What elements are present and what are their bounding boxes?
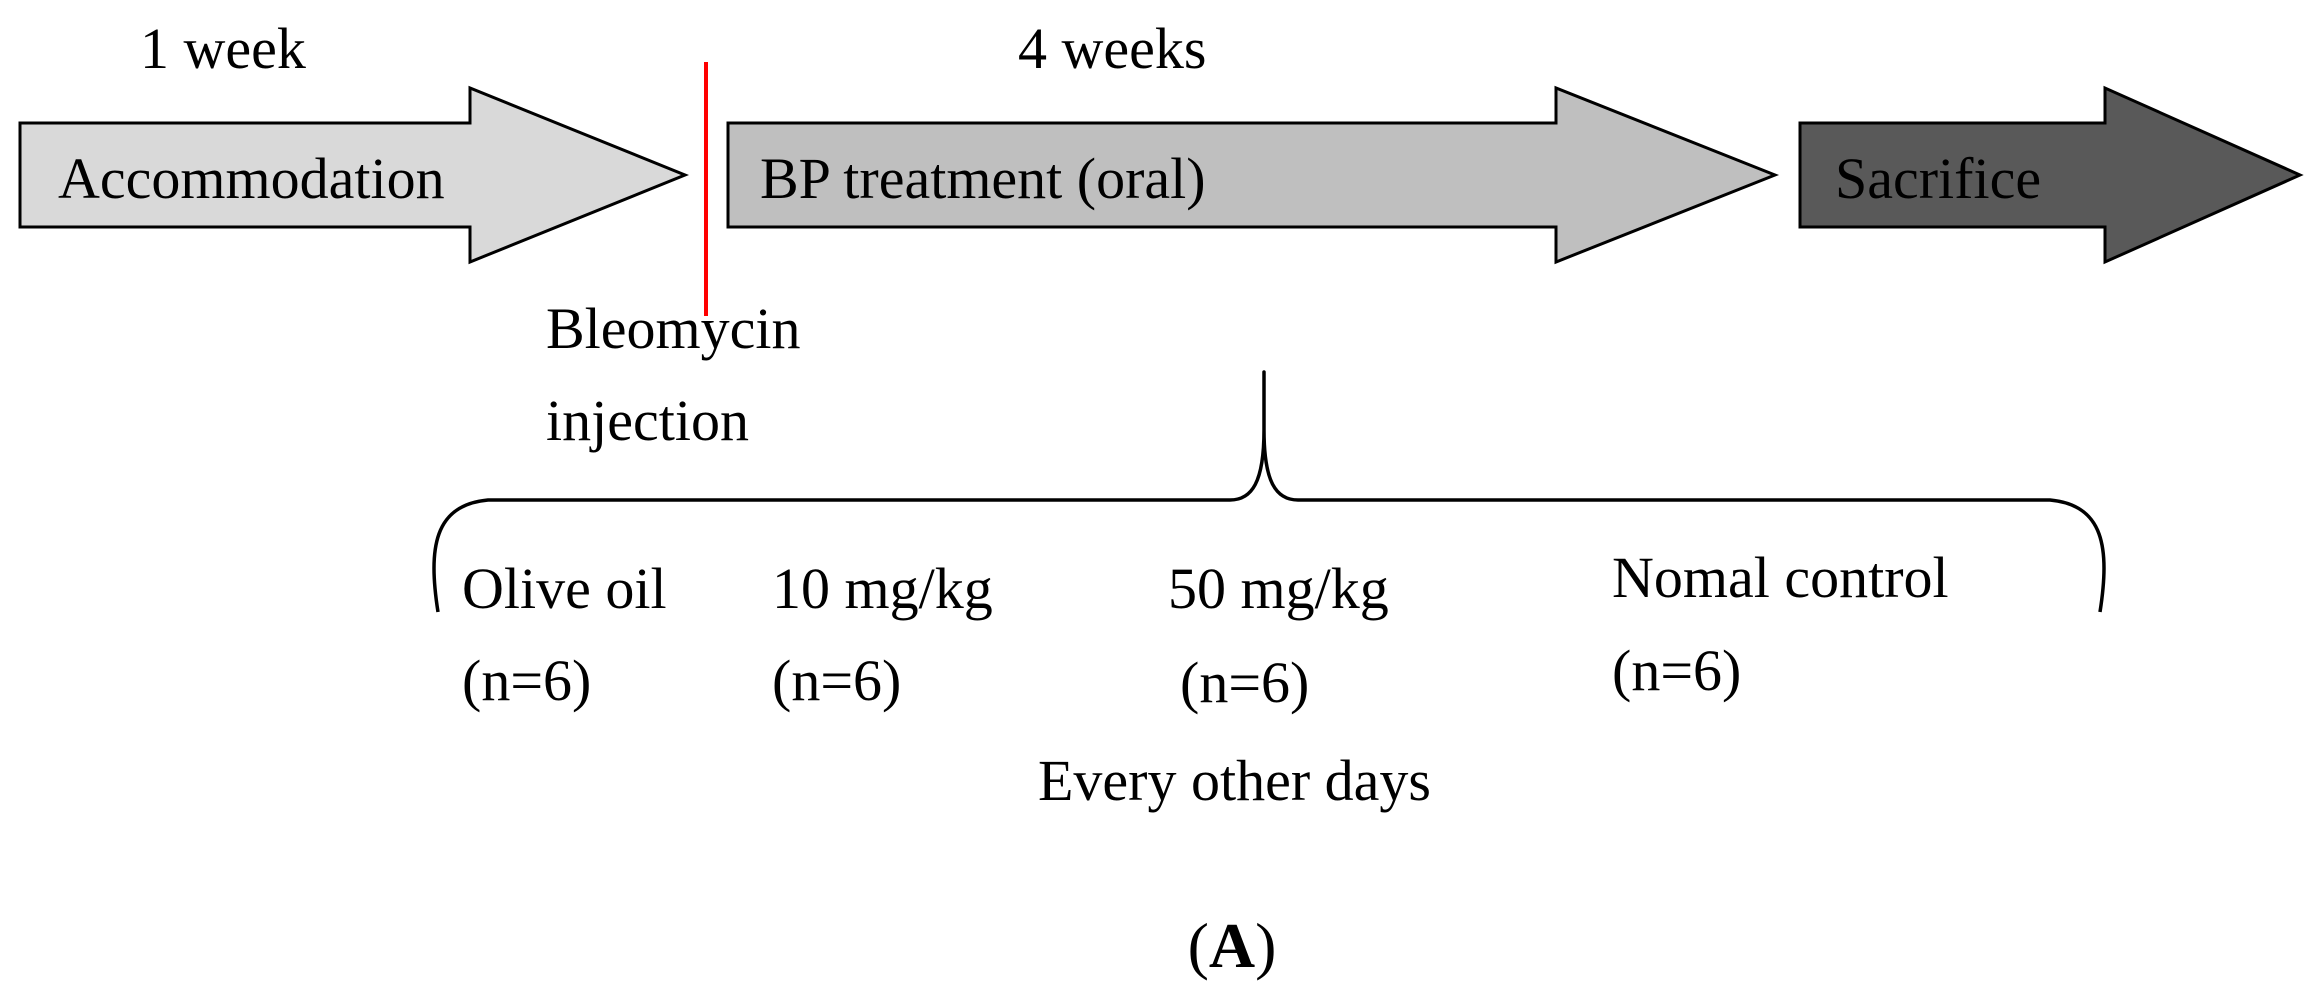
group-10mgkg-n: (n=6) (772, 648, 901, 713)
group-10mgkg-name: 10 mg/kg (772, 556, 993, 621)
phase1-duration-label: 1 week (140, 16, 306, 81)
accommodation-arrow (18, 85, 689, 265)
marker-label-line1: Bleomycin (546, 296, 801, 361)
schedule-note: Every other days (1038, 748, 1431, 813)
phase2-duration-label: 4 weeks (1018, 16, 1206, 81)
panel-label-letter: A (1209, 910, 1255, 981)
marker-label-line2: injection (546, 388, 749, 453)
group-olive-oil-name: Olive oil (462, 556, 667, 621)
group-normal-control-n: (n=6) (1612, 638, 1741, 703)
group-brace (432, 370, 2106, 613)
panel-label: (A) (1188, 910, 1277, 981)
phase3-label: Sacrifice (1835, 146, 2041, 211)
phase2-label: BP treatment (oral) (760, 146, 1206, 211)
group-50mgkg-name: 50 mg/kg (1168, 556, 1389, 621)
phase1-label: Accommodation (58, 146, 445, 211)
panel-label-close: ) (1255, 910, 1276, 981)
group-olive-oil-n: (n=6) (462, 648, 591, 713)
panel-label-open: ( (1188, 910, 1209, 981)
group-normal-control-name: Nomal control (1612, 545, 1949, 610)
sacrifice-arrow (1798, 85, 2304, 265)
group-50mgkg-n: (n=6) (1180, 650, 1309, 715)
treatment-arrow (726, 85, 1780, 265)
